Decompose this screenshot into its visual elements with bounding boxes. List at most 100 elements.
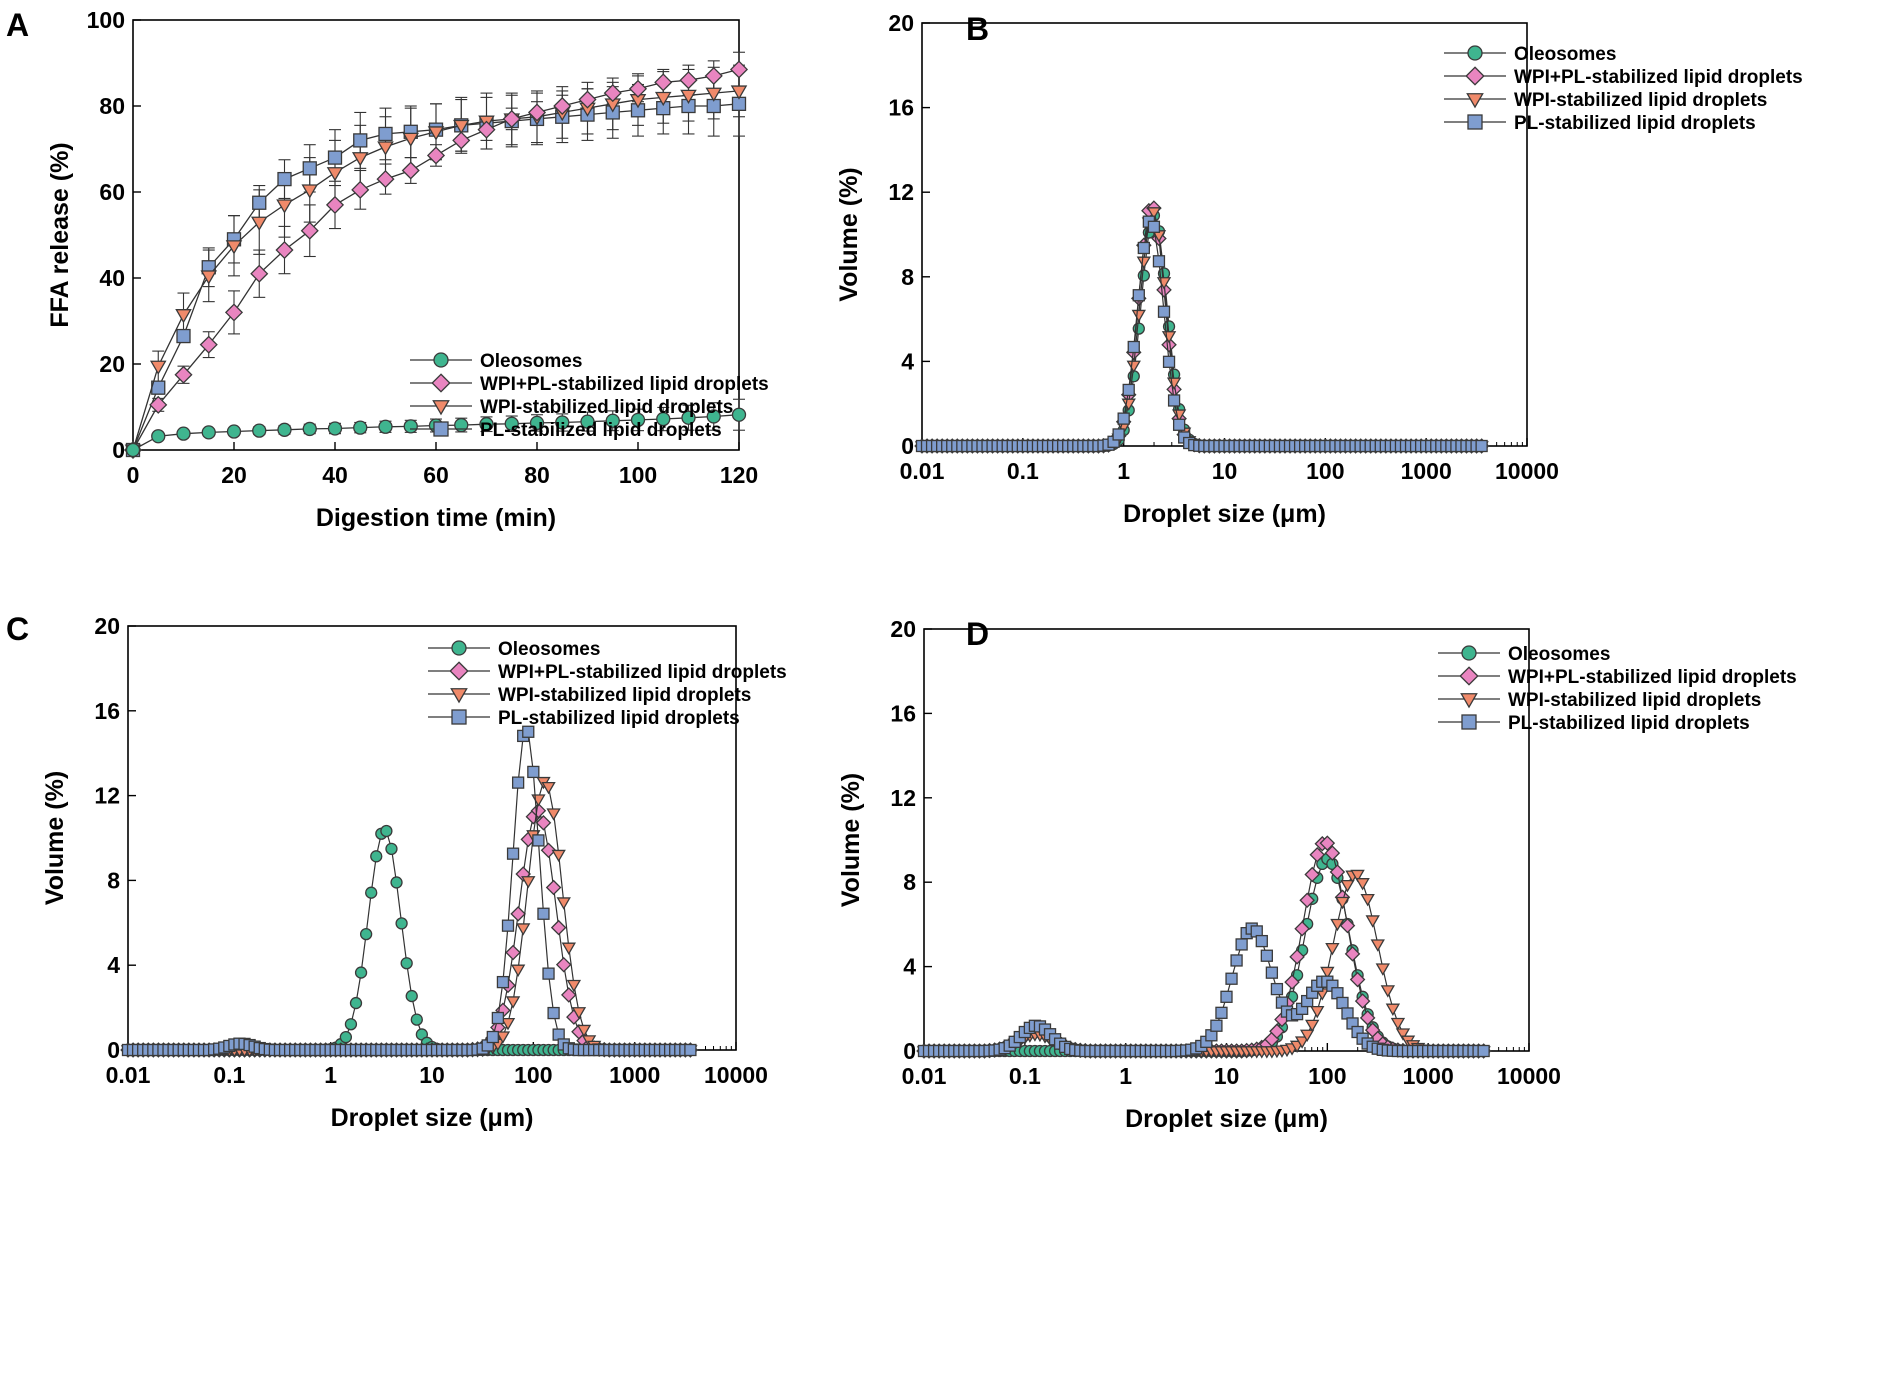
data-point [1269, 1023, 1285, 1040]
x-tick-label: 1 [1117, 458, 1130, 484]
x-tick-label: 10000 [704, 1062, 768, 1088]
series-line [922, 213, 1482, 447]
series-line [128, 730, 691, 1051]
data-point [1215, 1006, 1228, 1019]
legend-marker [451, 709, 467, 725]
data-point [654, 91, 672, 107]
legend-label: Oleosomes [480, 351, 582, 372]
plot-frame [923, 628, 1530, 1052]
series-3 [915, 215, 1488, 453]
data-point [380, 824, 393, 838]
data-point [527, 765, 540, 779]
x-axis-title: Droplet size (μm) [331, 1104, 534, 1132]
panel-letter: B [966, 11, 989, 47]
legend-marker [432, 400, 450, 416]
x-tick-label: 10 [1214, 1063, 1240, 1089]
series-0 [121, 824, 697, 1057]
y-tick-label: 16 [888, 95, 914, 121]
data-point [1335, 896, 1350, 910]
y-axis-title: FFA release (%) [46, 142, 74, 327]
data-point [351, 180, 370, 199]
y-tick-label: 8 [107, 867, 120, 893]
data-point [176, 328, 191, 344]
y-tick-label: 12 [888, 179, 914, 205]
data-point [1265, 966, 1279, 979]
series-3-error-bars [152, 71, 745, 395]
data-point [275, 241, 294, 260]
series-line [922, 220, 1482, 447]
data-point [555, 415, 570, 430]
data-point [580, 414, 595, 429]
data-point [452, 131, 471, 150]
data-point [521, 876, 536, 889]
series-0 [917, 852, 1490, 1058]
legend-marker [1466, 93, 1484, 109]
data-point [405, 989, 418, 1003]
data-point [1126, 360, 1141, 373]
data-point [1299, 1029, 1315, 1043]
series-1 [120, 802, 699, 1058]
data-point [359, 927, 373, 941]
data-point [349, 996, 363, 1010]
data-point [1127, 340, 1140, 354]
data-point [378, 419, 393, 434]
data-point [605, 413, 620, 428]
x-axis-title: Droplet size (μm) [1125, 1105, 1328, 1133]
data-point [327, 421, 343, 436]
legend-marker [431, 373, 451, 393]
data-point [486, 1030, 499, 1044]
data-point [1161, 336, 1177, 353]
legend-marker [1467, 45, 1483, 61]
panel-letter: A [6, 7, 29, 43]
legend-label: WPI-stabilized lipid droplets [480, 397, 733, 418]
data-point [1325, 942, 1340, 956]
legend-label: WPI+PL-stabilized lipid droplets [480, 374, 769, 395]
data-point [1350, 869, 1365, 883]
legend-marker [1461, 645, 1477, 661]
x-tick-label: 0.01 [900, 458, 945, 484]
legend-item: WPI+PL-stabilized lipid droplets [1444, 66, 1803, 88]
data-point [1375, 963, 1390, 976]
data-point [603, 84, 622, 103]
data-point [1235, 938, 1248, 951]
data-point [454, 417, 469, 433]
legend-item: WPI+PL-stabilized lipid droplets [410, 373, 769, 395]
x-axis-title: Digestion time (min) [316, 504, 556, 532]
panel-letter: C [6, 611, 29, 647]
data-point [505, 996, 521, 1009]
x-tick-label: 10000 [1495, 458, 1559, 484]
data-point [149, 395, 168, 414]
data-point [681, 410, 696, 425]
data-point [200, 270, 218, 285]
data-point [1137, 241, 1150, 255]
series-line [922, 207, 1482, 447]
data-point [1122, 383, 1135, 397]
data-point [578, 90, 597, 109]
series-2 [916, 869, 1491, 1059]
series-1 [916, 835, 1492, 1059]
data-point [656, 411, 671, 427]
y-tick-label: 0 [901, 433, 914, 459]
series-line [128, 780, 691, 1051]
y-tick-label: 20 [99, 351, 125, 377]
data-point [1230, 954, 1243, 967]
data-point [201, 425, 216, 440]
legend-marker [450, 688, 468, 704]
data-point [339, 1030, 353, 1044]
data-point [1305, 1019, 1320, 1033]
series-0 [915, 209, 1488, 453]
y-tick-label: 16 [94, 698, 120, 724]
x-tick-label: 0.1 [213, 1062, 245, 1088]
data-point [628, 79, 648, 98]
legend-item: Oleosomes [1438, 644, 1610, 665]
data-point [1167, 394, 1181, 407]
data-point [410, 1013, 423, 1026]
data-point [566, 979, 582, 993]
data-point [402, 132, 420, 148]
data-point [250, 264, 269, 283]
data-point [1309, 846, 1326, 863]
data-point [224, 303, 244, 322]
x-tick-label: 20 [221, 462, 247, 488]
data-point [1344, 946, 1361, 962]
